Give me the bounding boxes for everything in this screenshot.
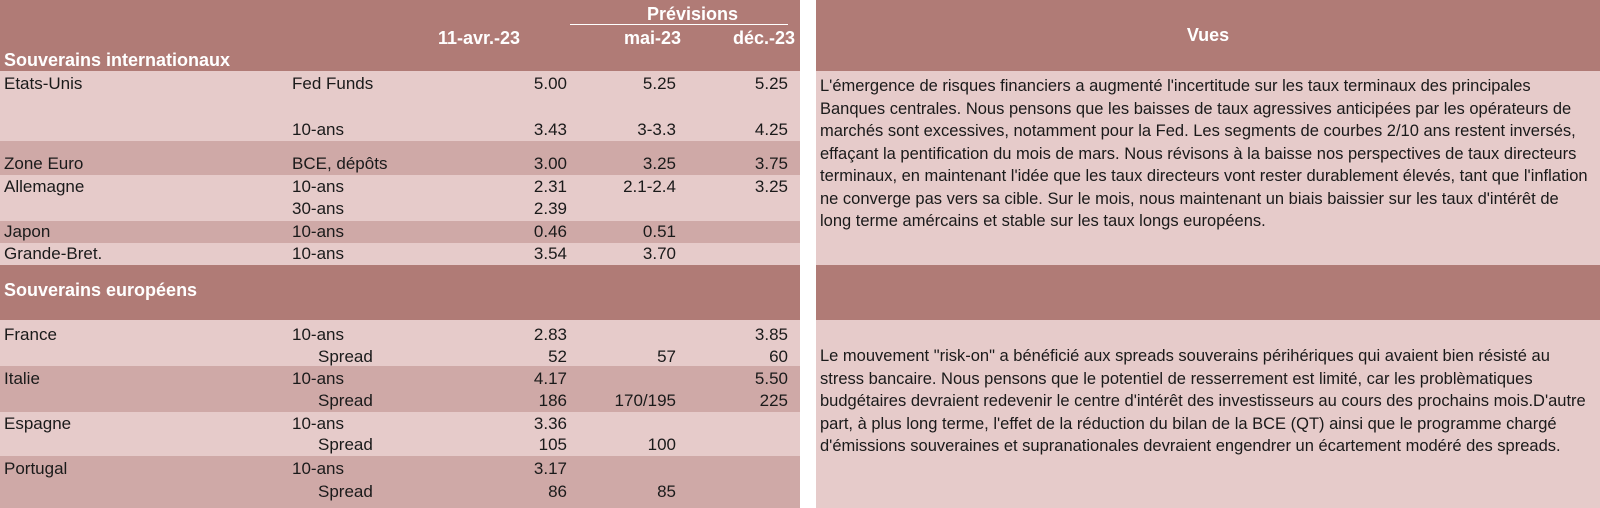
country-cell: Etats-Unis [4, 74, 83, 93]
current-value: 3.17 [533, 459, 567, 478]
current-value: 86 [548, 482, 567, 501]
country-cell: Espagne [4, 414, 72, 433]
current-value: 2.39 [533, 199, 567, 218]
table-row: Zone Euro BCE, dépôts 3.00 3.25 3.75 [0, 141, 800, 175]
tenor-cell: Spread [318, 482, 373, 501]
current-value: 2.83 [533, 325, 567, 344]
current-value: 3.00 [533, 154, 567, 173]
table-header: Prévisions 11-avr.-23 mai-23 déc.-23 Sou… [0, 0, 800, 71]
tenor-cell: Spread [318, 435, 373, 454]
section-header-european: Souverains européens [0, 265, 800, 320]
country-cell: Portugal [4, 459, 68, 478]
current-value: 4.17 [533, 369, 567, 388]
table-row: Allemagne 10-ans 2.31 2.1-2.4 3.25 30-an… [0, 175, 800, 221]
vues-panel: Vues L'émergence de risques financiers a… [816, 0, 1600, 508]
may-forecast: 100 [647, 435, 676, 454]
table-row: Espagne 10-ans 3.36 Spread 105 100 [0, 412, 800, 456]
current-value: 2.31 [533, 177, 567, 196]
country-cell: Zone Euro [4, 154, 84, 173]
col-header-dec: déc.-23 [733, 28, 796, 48]
country-cell: Japon [4, 222, 51, 241]
vues-paragraph-european: Le mouvement "risk-on" a bénéficié aux s… [820, 347, 1586, 455]
table-row: France 10-ans 2.83 3.85 Spread 52 57 60 [0, 320, 800, 366]
tenor-cell: 10-ans [292, 244, 344, 263]
country-cell: France [4, 325, 57, 344]
section-title-european: Souverains européens [4, 280, 198, 300]
vues-section-band [816, 265, 1600, 320]
tenor-cell: Fed Funds [292, 74, 374, 93]
dec-forecast: 3.25 [754, 177, 788, 196]
table-row: Portugal 10-ans 3.17 Spread 86 85 [0, 456, 800, 508]
current-value: 186 [538, 391, 567, 410]
current-value: 52 [548, 347, 567, 366]
vues-header: Vues [816, 0, 1600, 71]
current-value: 3.43 [533, 120, 567, 139]
tenor-cell: 30-ans [292, 199, 344, 218]
country-cell: Grande-Bret. [4, 244, 103, 263]
may-forecast: 2.1-2.4 [623, 177, 676, 196]
table-row: Etats-Unis Fed Funds 5.00 5.25 5.25 [0, 71, 800, 103]
tenor-cell: 10-ans [292, 325, 344, 344]
current-value: 5.00 [533, 74, 567, 93]
dec-forecast: 3.85 [754, 325, 788, 344]
vues-title: Vues [1186, 25, 1230, 45]
may-forecast: 85 [657, 482, 676, 501]
may-forecast: 0.51 [642, 222, 676, 241]
section-title-international: Souverains internationaux [4, 50, 231, 70]
table-row: Grande-Bret. 10-ans 3.54 3.70 [0, 243, 800, 265]
forecast-table: Prévisions 11-avr.-23 mai-23 déc.-23 Sou… [0, 0, 800, 508]
forecasts-label: Prévisions [647, 4, 739, 24]
may-forecast: 5.25 [642, 74, 676, 93]
current-value: 3.36 [533, 414, 567, 433]
may-forecast: 170/195 [614, 391, 676, 410]
tenor-cell: 10-ans [292, 369, 344, 388]
dec-forecast: 60 [769, 347, 788, 366]
may-forecast: 3.70 [642, 244, 676, 263]
may-forecast: 57 [657, 347, 676, 366]
may-forecast: 3-3.3 [637, 120, 676, 139]
forecasts-underline [570, 24, 788, 25]
vues-paragraph-international: L'émergence de risques financiers a augm… [820, 77, 1588, 230]
current-value: 105 [538, 435, 567, 454]
dec-forecast: 5.50 [754, 369, 788, 388]
country-cell: Allemagne [4, 177, 85, 196]
tenor-cell: 10-ans [292, 459, 344, 478]
tenor-cell: 10-ans [292, 414, 344, 433]
current-value: 0.46 [533, 222, 567, 241]
may-forecast: 3.25 [642, 154, 676, 173]
country-cell: Italie [4, 369, 40, 388]
table-row: Italie 10-ans 4.17 5.50 Spread 186 170/1… [0, 366, 800, 412]
col-header-current: 11-avr.-23 [438, 28, 521, 48]
dec-forecast: 225 [759, 391, 788, 410]
dec-forecast: 5.25 [754, 74, 788, 93]
tenor-cell: Spread [318, 347, 373, 366]
dec-forecast: 3.75 [754, 154, 788, 173]
col-header-may: mai-23 [624, 28, 682, 48]
tenor-cell: 10-ans [292, 177, 344, 196]
tenor-cell: 10-ans [292, 222, 344, 241]
dec-forecast: 4.25 [754, 120, 788, 139]
current-value: 3.54 [533, 244, 567, 263]
vues-international-block: L'émergence de risques financiers a augm… [816, 71, 1600, 265]
table-row: Japon 10-ans 0.46 0.51 [0, 221, 800, 243]
tenor-cell: Spread [318, 391, 373, 410]
vues-european-block: Le mouvement "risk-on" a bénéficié aux s… [816, 320, 1600, 508]
tenor-cell: BCE, dépôts [292, 154, 388, 173]
table-row: 10-ans 3.43 3-3.3 4.25 [0, 103, 800, 141]
tenor-cell: 10-ans [292, 120, 344, 139]
